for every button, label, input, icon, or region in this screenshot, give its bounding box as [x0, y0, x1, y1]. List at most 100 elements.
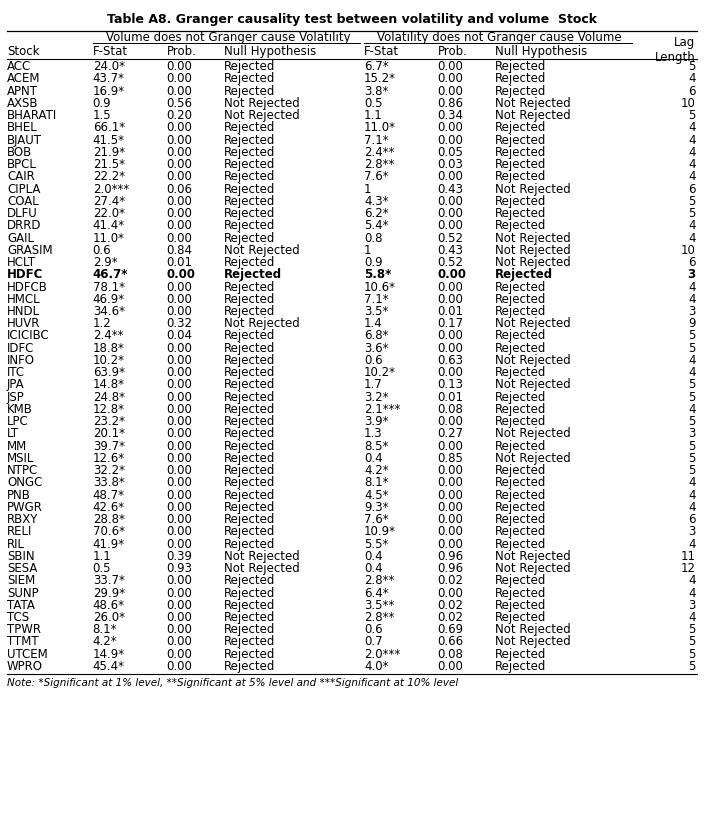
Text: JSP: JSP	[7, 390, 25, 404]
Text: Rejected: Rejected	[224, 586, 275, 600]
Text: Rejected: Rejected	[495, 146, 546, 159]
Text: Rejected: Rejected	[224, 513, 275, 526]
Text: 0.00: 0.00	[166, 635, 192, 648]
Text: 0.5: 0.5	[93, 562, 111, 575]
Text: 0.00: 0.00	[438, 60, 463, 74]
Text: 10.2*: 10.2*	[364, 366, 396, 380]
Text: 6: 6	[688, 513, 696, 526]
Text: 0.00: 0.00	[166, 476, 192, 490]
Text: Rejected: Rejected	[224, 232, 275, 245]
Text: 3.9*: 3.9*	[364, 415, 389, 428]
Text: Rejected: Rejected	[224, 60, 275, 74]
Text: 42.6*: 42.6*	[93, 501, 125, 514]
Text: 0.00: 0.00	[166, 574, 192, 587]
Text: 0.9: 0.9	[364, 256, 382, 269]
Text: 15.2*: 15.2*	[364, 73, 396, 85]
Text: 29.9*: 29.9*	[93, 586, 125, 600]
Text: 0.20: 0.20	[166, 109, 192, 122]
Text: 6.7*: 6.7*	[364, 60, 389, 74]
Text: Rejected: Rejected	[224, 268, 282, 281]
Text: Rejected: Rejected	[224, 158, 275, 171]
Text: 4: 4	[688, 354, 696, 367]
Text: 22.2*: 22.2*	[93, 170, 125, 184]
Text: 0.00: 0.00	[166, 354, 192, 367]
Text: 0.00: 0.00	[438, 293, 463, 306]
Text: 11: 11	[681, 550, 696, 563]
Text: 0.84: 0.84	[166, 244, 192, 257]
Text: 2.8**: 2.8**	[364, 611, 394, 624]
Text: 8.1*: 8.1*	[364, 476, 389, 490]
Text: BJAUT: BJAUT	[7, 134, 42, 146]
Text: 7.6*: 7.6*	[364, 513, 389, 526]
Text: 3.6*: 3.6*	[364, 342, 389, 355]
Text: 34.6*: 34.6*	[93, 305, 125, 318]
Text: Rejected: Rejected	[495, 525, 546, 538]
Text: Table A8. Granger causality test between volatility and volume  Stock: Table A8. Granger causality test between…	[107, 13, 597, 26]
Text: Rejected: Rejected	[495, 342, 546, 355]
Text: 3.2*: 3.2*	[364, 390, 389, 404]
Text: Rejected: Rejected	[224, 293, 275, 306]
Text: Rejected: Rejected	[224, 195, 275, 208]
Text: 0.00: 0.00	[166, 232, 192, 245]
Text: F-Stat: F-Stat	[93, 45, 128, 58]
Text: 0.00: 0.00	[166, 122, 192, 135]
Text: Rejected: Rejected	[495, 73, 546, 85]
Text: 20.1*: 20.1*	[93, 428, 125, 441]
Text: 0.00: 0.00	[166, 134, 192, 146]
Text: 0.00: 0.00	[166, 158, 192, 171]
Text: 0.00: 0.00	[166, 513, 192, 526]
Text: 21.5*: 21.5*	[93, 158, 125, 171]
Text: 10: 10	[681, 244, 696, 257]
Text: 0.00: 0.00	[166, 611, 192, 624]
Text: 6: 6	[688, 183, 696, 196]
Text: 9.3*: 9.3*	[364, 501, 389, 514]
Text: 0.00: 0.00	[438, 195, 463, 208]
Text: 4: 4	[688, 293, 696, 306]
Text: WPRO: WPRO	[7, 660, 43, 673]
Text: 0.01: 0.01	[438, 305, 464, 318]
Text: 4.2*: 4.2*	[93, 635, 118, 648]
Text: 3: 3	[687, 268, 696, 281]
Text: Rejected: Rejected	[495, 611, 546, 624]
Text: KMB: KMB	[7, 403, 33, 416]
Text: 2.9*: 2.9*	[93, 256, 118, 269]
Text: 0.00: 0.00	[166, 60, 192, 74]
Text: 63.9*: 63.9*	[93, 366, 125, 380]
Text: 41.5*: 41.5*	[93, 134, 125, 146]
Text: 0.00: 0.00	[438, 84, 463, 98]
Text: 0.00: 0.00	[166, 599, 192, 612]
Text: Not Rejected: Not Rejected	[495, 109, 570, 122]
Text: 4: 4	[688, 280, 696, 294]
Text: HUVR: HUVR	[7, 318, 40, 330]
Text: TCS: TCS	[7, 611, 29, 624]
Text: 21.9*: 21.9*	[93, 146, 125, 159]
Text: Not Rejected: Not Rejected	[495, 635, 570, 648]
Text: 0.00: 0.00	[438, 329, 463, 342]
Text: 0.00: 0.00	[438, 586, 463, 600]
Text: 0.27: 0.27	[438, 428, 464, 441]
Text: SUNP: SUNP	[7, 586, 39, 600]
Text: 0.96: 0.96	[438, 562, 464, 575]
Text: Rejected: Rejected	[224, 256, 275, 269]
Text: 0.17: 0.17	[438, 318, 464, 330]
Text: Not Rejected: Not Rejected	[495, 318, 570, 330]
Text: Rejected: Rejected	[224, 415, 275, 428]
Text: 0.00: 0.00	[166, 648, 192, 661]
Text: 23.2*: 23.2*	[93, 415, 125, 428]
Text: 0.00: 0.00	[438, 207, 463, 220]
Text: MSIL: MSIL	[7, 452, 34, 465]
Text: Rejected: Rejected	[224, 122, 275, 135]
Text: 5: 5	[689, 648, 696, 661]
Text: 5: 5	[689, 329, 696, 342]
Text: 0.00: 0.00	[166, 379, 192, 391]
Text: 0.63: 0.63	[438, 354, 464, 367]
Text: Prob.: Prob.	[438, 45, 467, 58]
Text: Not Rejected: Not Rejected	[224, 97, 299, 110]
Text: Not Rejected: Not Rejected	[495, 428, 570, 441]
Text: Rejected: Rejected	[224, 366, 275, 380]
Text: ACEM: ACEM	[7, 73, 41, 85]
Text: Rejected: Rejected	[495, 476, 546, 490]
Text: 11.0*: 11.0*	[93, 232, 125, 245]
Text: 5: 5	[689, 464, 696, 477]
Text: 5: 5	[689, 207, 696, 220]
